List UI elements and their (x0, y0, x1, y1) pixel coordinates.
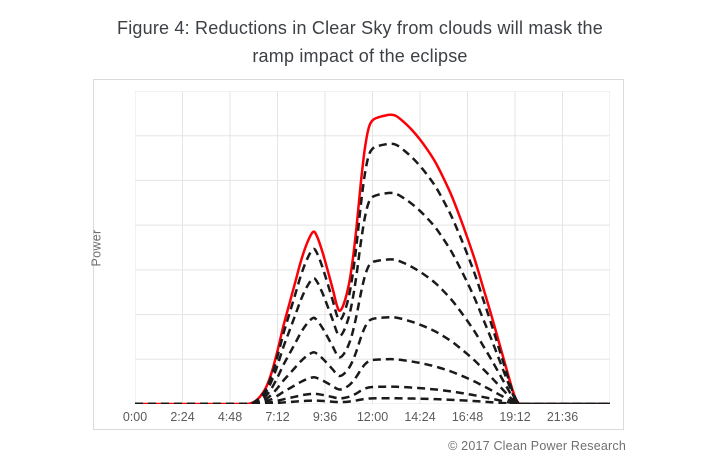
cloud-reduced-line (135, 142, 610, 404)
x-axis-tick-labels: 0:00 2:24 4:48 7:12 9:36 12:00 14:24 16:48 19:12… (94, 410, 625, 426)
chart-container: Power 0:00 2:24 4:48 7:12 9:36 12:00 14:24 16:4… (89, 79, 625, 430)
cloud-reduced-line (135, 258, 610, 404)
x-tick-label: 0:00 (122, 410, 148, 424)
x-tick-label: 14:24 (404, 410, 436, 424)
copyright-attribution: © 2017 Clean Power Research (448, 439, 626, 453)
cloud-reduced-line (135, 396, 610, 404)
y-axis-label: Power (66, 91, 126, 404)
x-tick-label: 2:24 (170, 410, 195, 424)
x-tick-label: 19:12 (499, 410, 531, 424)
x-tick-label: 12:00 (356, 410, 389, 424)
figure-title: Figure 4: Reductions in Clear Sky from c… (0, 14, 720, 70)
x-tick-label: 9:36 (312, 410, 338, 424)
y-axis-label-text: Power (89, 229, 103, 266)
cloud-reduced-line (135, 191, 610, 404)
x-tick-label: 21:36 (546, 410, 579, 424)
line-chart-plot-area (135, 91, 610, 404)
x-tick-label: 16:48 (451, 410, 484, 424)
x-tick-label: 7:12 (265, 410, 290, 424)
cloud-reduced-line (135, 315, 610, 404)
cloud-reduced-line (135, 357, 610, 404)
figure-title-line2: ramp impact of the eclipse (252, 46, 468, 66)
figure-title-line1: Figure 4: Reductions in Clear Sky from c… (117, 18, 603, 38)
x-tick-label: 4:48 (217, 410, 243, 424)
